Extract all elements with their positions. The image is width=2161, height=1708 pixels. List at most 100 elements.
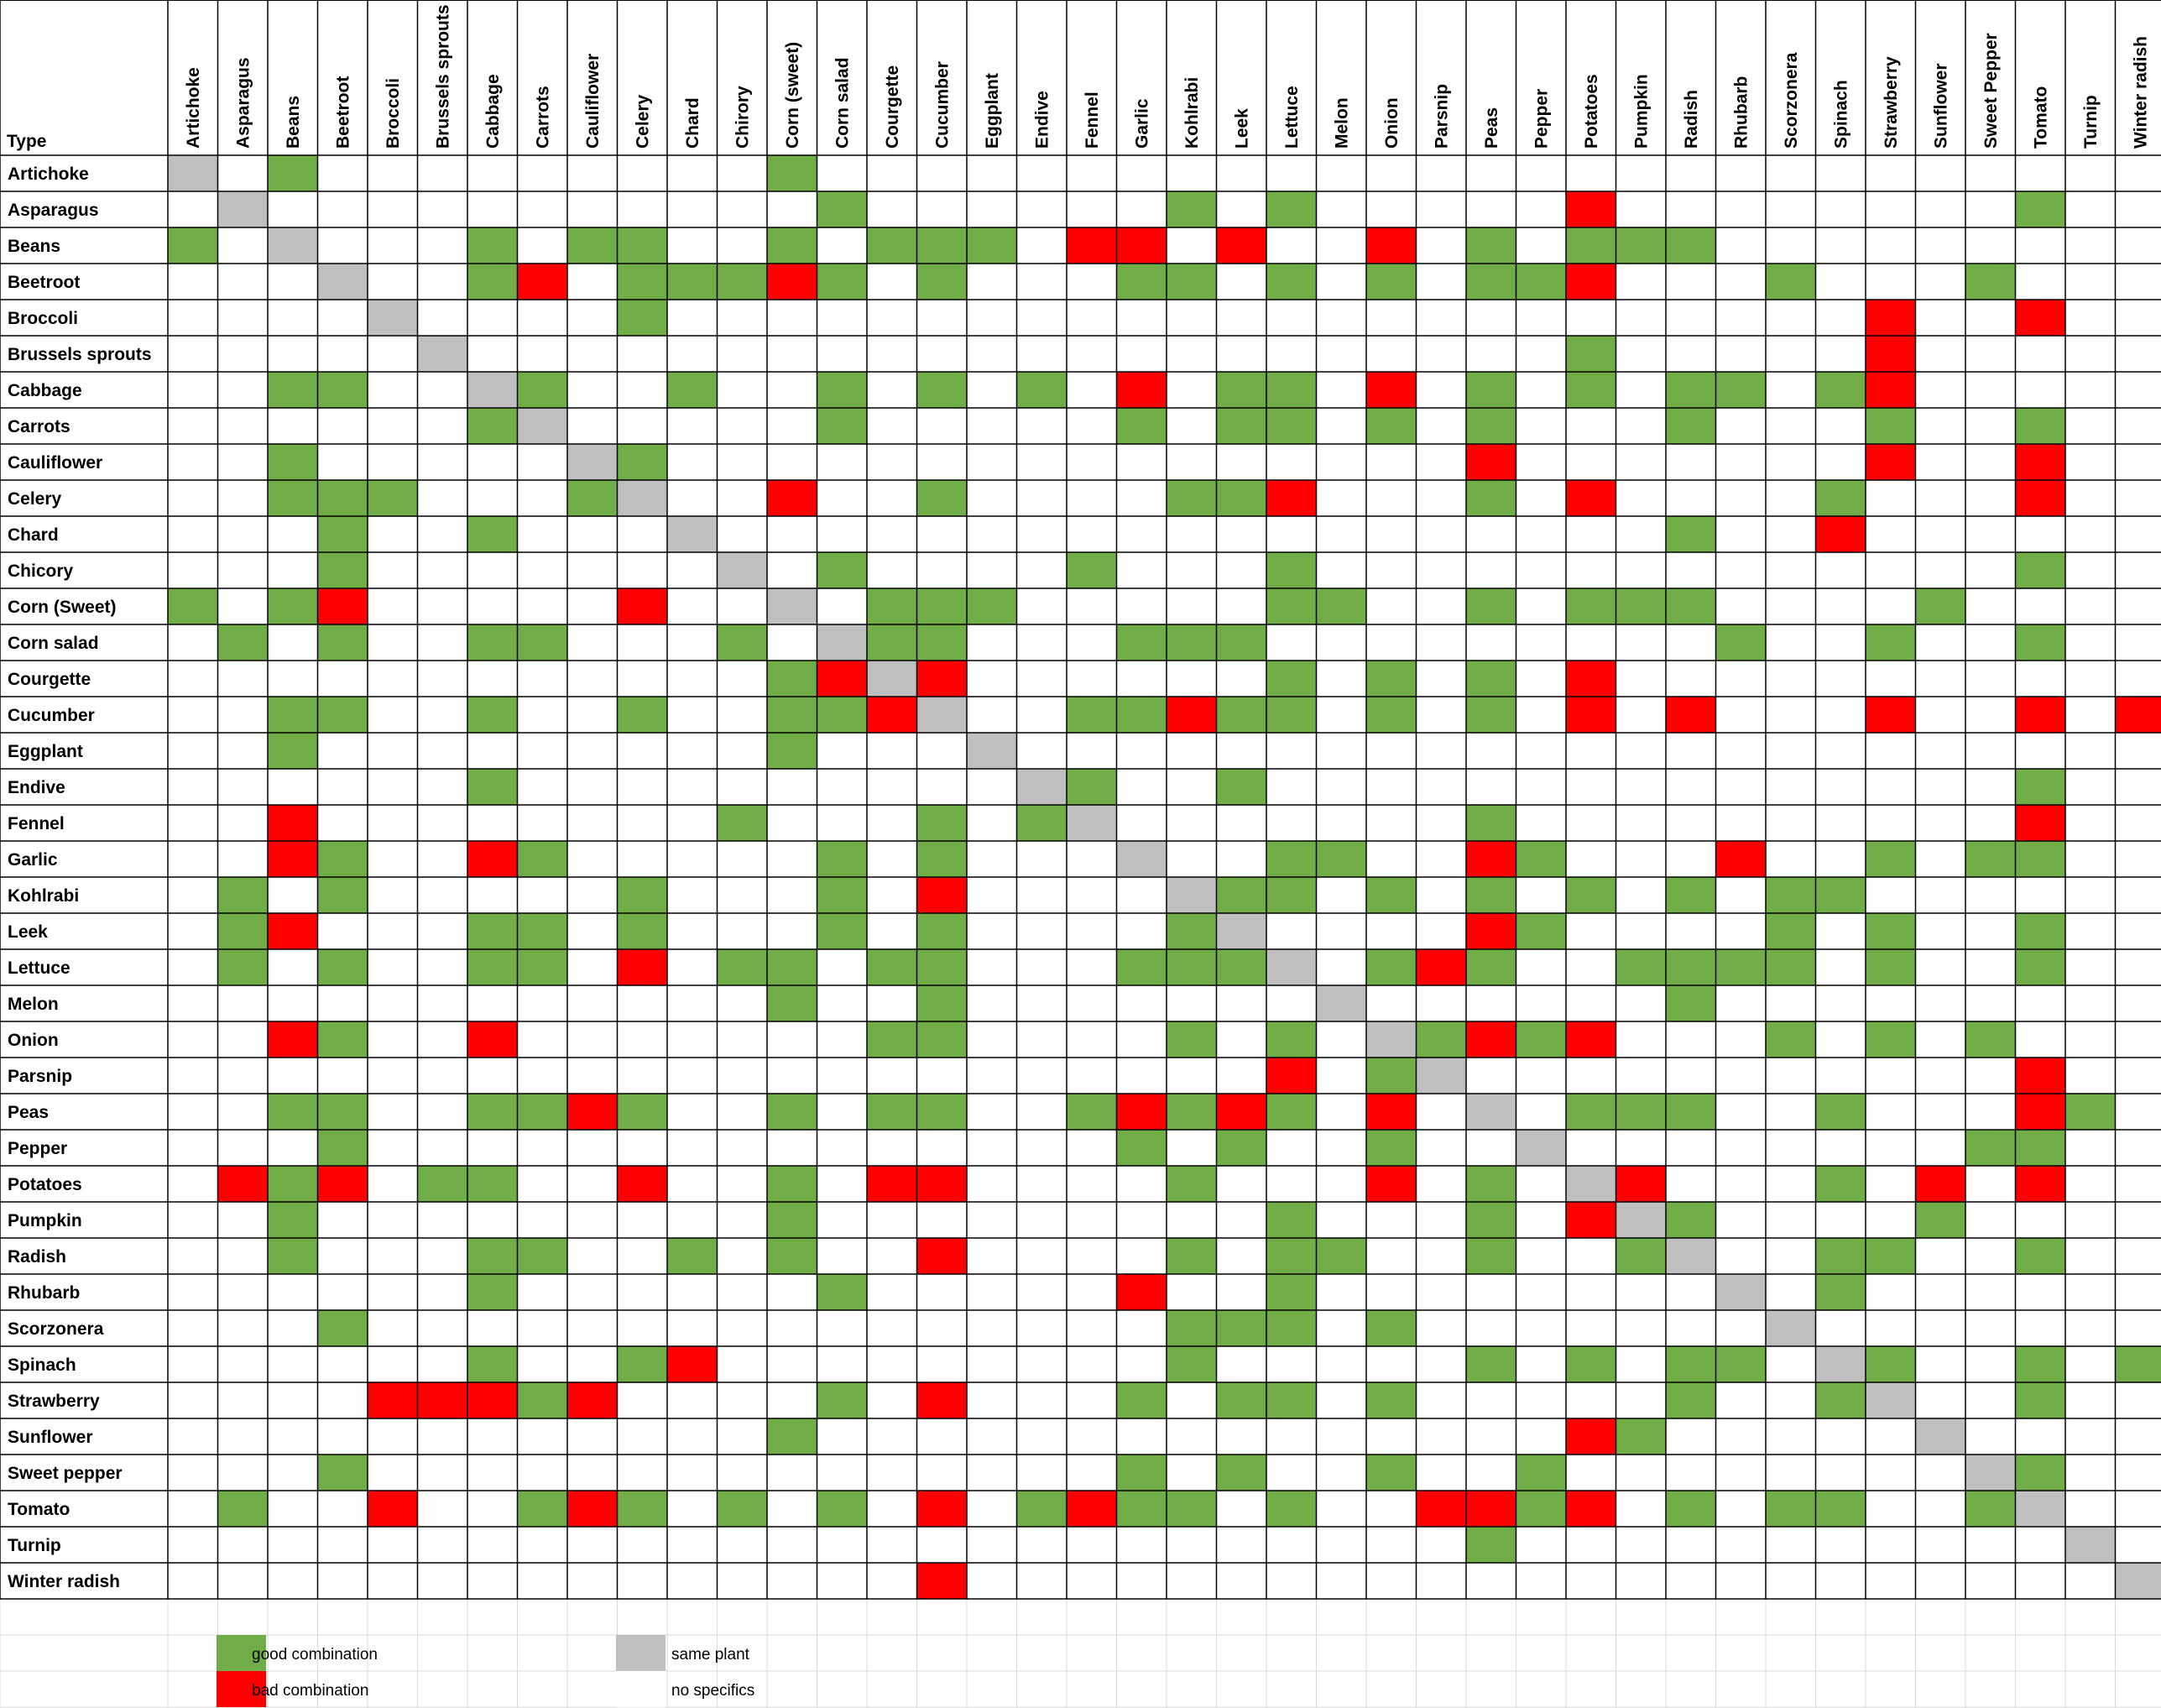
column-header-broccoli: Broccoli: [384, 78, 403, 149]
cell-good-cucumber-corn-sweet: [767, 697, 817, 733]
row-label-carrots: Carrots: [8, 417, 70, 436]
cell-good-corn-salad-tomato: [2015, 624, 2065, 661]
cell-good-onion-cucumber: [916, 1021, 967, 1058]
cell-good-cucumber-celery: [617, 697, 667, 733]
cell-good-corn-salad-carrots: [517, 624, 567, 661]
cell-bad-onion-beans: [268, 1021, 318, 1058]
cell-good-pepper-sweet-pepper: [1965, 1130, 2016, 1166]
cell-bad-fennel-beans: [268, 805, 318, 841]
cell-good-cucumber-fennel: [1067, 697, 1117, 733]
cell-good-garlic-cucumber: [916, 841, 967, 877]
cell-good-leek-cabbage: [467, 913, 518, 949]
cell-good-corn-salad-strawberry: [1866, 624, 1916, 661]
cell-same-eggplant-eggplant: [967, 733, 1017, 769]
cell-good-tomato-garlic: [1116, 1491, 1167, 1527]
cell-bad-brussels-sprouts-strawberry: [1866, 336, 1916, 372]
cell-good-lettuce-beetroot: [317, 949, 368, 985]
legend-swatch-none: [616, 1671, 666, 1707]
cell-good-eggplant-corn-sweet: [767, 733, 817, 769]
cell-same-endive-endive: [1016, 769, 1067, 805]
cell-good-lettuce-rhubarb: [1715, 949, 1766, 985]
cell-good-kohlrabi-spinach: [1815, 877, 1866, 913]
cell-good-spinach-radish: [1666, 1346, 1716, 1382]
cell-good-beans-pumpkin: [1616, 227, 1666, 264]
column-header-eggplant: Eggplant: [983, 73, 1002, 149]
cell-same-chicory-chirory: [717, 552, 767, 588]
cell-good-onion-strawberry: [1866, 1021, 1916, 1058]
cell-good-beetroot-peas: [1466, 264, 1516, 300]
cell-good-celery-beetroot: [317, 480, 368, 516]
row-label-sunflower: Sunflower: [8, 1428, 93, 1447]
cell-good-tomato-chirory: [717, 1491, 767, 1527]
cell-good-chicory-lettuce: [1266, 552, 1317, 588]
cell-good-kohlrabi-asparagus: [217, 877, 268, 913]
column-header-tomato: Tomato: [2031, 86, 2050, 149]
cell-bad-sunflower-potatoes: [1566, 1418, 1616, 1455]
cell-good-cabbage-radish: [1666, 372, 1716, 408]
cell-good-kohlrabi-onion: [1366, 877, 1417, 913]
cell-good-rhubarb-corn-salad: [817, 1274, 867, 1310]
cell-good-fennel-chirory: [717, 805, 767, 841]
cell-good-celery-broccoli: [368, 480, 418, 516]
cell-bad-onion-potatoes: [1566, 1021, 1616, 1058]
cell-good-sweet-pepper-tomato: [2015, 1455, 2065, 1491]
cell-bad-cucumber-winter-radish: [2115, 697, 2161, 733]
cell-good-pumpkin-corn-sweet: [767, 1202, 817, 1238]
cell-good-courgette-onion: [1366, 661, 1417, 697]
cell-bad-beans-fennel: [1067, 227, 1117, 264]
cell-same-corn-salad-corn-salad: [817, 624, 867, 661]
cell-good-tomato-pepper: [1516, 1491, 1566, 1527]
cell-good-tomato-spinach: [1815, 1491, 1866, 1527]
cell-good-corn-sweet-potatoes: [1566, 588, 1616, 624]
cell-bad-courgette-corn-salad: [817, 661, 867, 697]
cell-good-corn-sweet-sunflower: [1915, 588, 1965, 624]
cell-bad-rhubarb-garlic: [1116, 1274, 1167, 1310]
row-label-pumpkin: Pumpkin: [8, 1211, 82, 1230]
cell-same-strawberry-strawberry: [1866, 1382, 1916, 1418]
cell-same-sunflower-sunflower: [1915, 1418, 1965, 1455]
cell-same-asparagus-asparagus: [217, 191, 268, 227]
cell-good-peas-spinach: [1815, 1094, 1866, 1130]
cell-good-celery-spinach: [1815, 480, 1866, 516]
cell-bad-tomato-potatoes: [1566, 1491, 1616, 1527]
cell-same-scorzonera-scorzonera: [1766, 1310, 1816, 1346]
cell-bad-radish-cucumber: [916, 1238, 967, 1274]
cell-good-garlic-carrots: [517, 841, 567, 877]
row-label-fennel: Fennel: [8, 814, 65, 833]
column-header-onion: Onion: [1382, 97, 1402, 149]
cell-good-kohlrabi-beetroot: [317, 877, 368, 913]
cell-bad-potatoes-asparagus: [217, 1166, 268, 1202]
cell-bad-tomato-cauliflower: [567, 1491, 618, 1527]
cell-good-beans-radish: [1666, 227, 1716, 264]
cell-good-fennel-cucumber: [916, 805, 967, 841]
cell-good-corn-sweet-beans: [268, 588, 318, 624]
cell-same-turnip-turnip: [2065, 1527, 2116, 1563]
cell-good-endive-fennel: [1067, 769, 1117, 805]
cell-good-garlic-strawberry: [1866, 841, 1916, 877]
cell-good-spinach-winter-radish: [2115, 1346, 2161, 1382]
cell-good-corn-salad-beetroot: [317, 624, 368, 661]
column-header-cucumber: Cucumber: [932, 61, 952, 149]
cell-good-asparagus-tomato: [2015, 191, 2065, 227]
cell-good-potatoes-spinach: [1815, 1166, 1866, 1202]
row-label-cabbage: Cabbage: [8, 381, 82, 400]
corner-label: Type: [7, 132, 46, 151]
column-header-endive: Endive: [1032, 91, 1052, 149]
cell-good-cabbage-peas: [1466, 372, 1516, 408]
cell-good-cucumber-corn-salad: [817, 697, 867, 733]
cell-good-garlic-tomato: [2015, 841, 2065, 877]
cell-bad-onion-peas: [1466, 1021, 1516, 1058]
cell-good-beans-celery: [617, 227, 667, 264]
cell-bad-celery-potatoes: [1566, 480, 1616, 516]
cell-bad-kohlrabi-cucumber: [916, 877, 967, 913]
column-header-pepper: Pepper: [1532, 89, 1551, 149]
cell-good-corn-salad-courgette: [867, 624, 917, 661]
cell-good-asparagus-kohlrabi: [1167, 191, 1217, 227]
cell-bad-parsnip-lettuce: [1266, 1058, 1317, 1094]
row-label-garlic: Garlic: [8, 850, 58, 870]
cell-good-tomato-radish: [1666, 1491, 1716, 1527]
cell-good-corn-sweet-melon: [1316, 588, 1366, 624]
cell-good-leek-strawberry: [1866, 913, 1916, 949]
row-label-potatoes: Potatoes: [8, 1175, 82, 1194]
